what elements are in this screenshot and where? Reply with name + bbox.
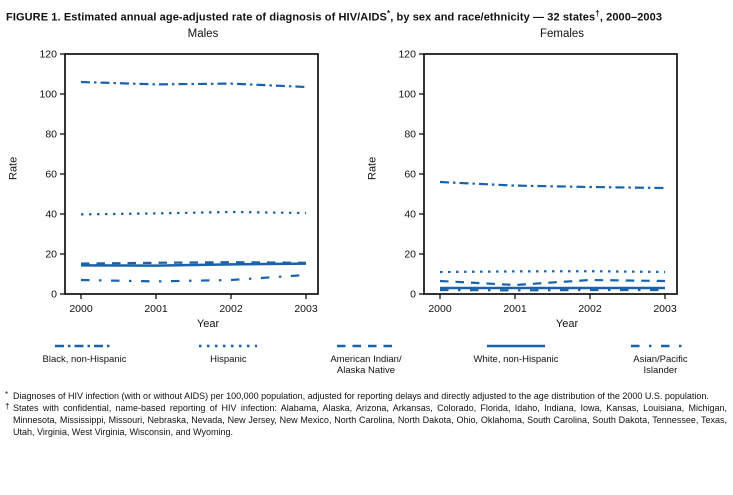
legend-label: Black, non-Hispanic <box>42 353 127 365</box>
footnote-marker: * <box>5 390 9 400</box>
females-y-axis-label: Rate <box>366 156 379 180</box>
legend-item-white-non-hispanic: White, non-Hispanic <box>474 343 559 365</box>
dashed-line-swatch-icon <box>336 344 395 347</box>
svg-text:60: 60 <box>45 168 57 180</box>
males-chart-title: Males <box>187 27 219 40</box>
footnote-asterisk: * Diagnoses of HIV infection (with or wit… <box>4 390 727 403</box>
svg-text:120: 120 <box>398 48 416 60</box>
legend-item-hispanic: Hispanic <box>198 343 258 365</box>
asterisk-superscript: * <box>386 9 391 18</box>
svg-text:120: 120 <box>39 48 57 60</box>
svg-text:80: 80 <box>45 128 57 140</box>
legend-item-asian-pacific-islander: Asian/Pacific Islander <box>630 343 690 376</box>
legend-label: Hispanic <box>210 353 247 365</box>
svg-text:0: 0 <box>51 288 57 300</box>
legend-label: Asian/Pacific Islander <box>633 353 688 376</box>
svg-text:0: 0 <box>410 288 416 300</box>
svg-text:80: 80 <box>404 128 416 140</box>
svg-text:20: 20 <box>45 248 57 260</box>
svg-text:2001: 2001 <box>144 303 168 315</box>
footnote-dagger: † States with confidential, name-based re… <box>4 401 727 439</box>
legend-item-black-non-hispanic: Black, non-Hispanic <box>42 343 127 365</box>
svg-text:2000: 2000 <box>428 303 452 315</box>
figure-title-text: FIGURE 1. Estimated annual age-adjusted … <box>6 11 387 24</box>
svg-text:2003: 2003 <box>294 303 318 315</box>
females-chart-block: Females Rate 0 20 40 60 80 100 120 2000 2001 2002… <box>365 28 721 330</box>
svg-text:2000: 2000 <box>69 303 93 315</box>
figure-title-middle: , by sex and race/ethnicity — 32 states <box>390 11 596 24</box>
figure-title: FIGURE 1. Estimated annual age-adjusted … <box>6 9 729 24</box>
females-chart-body: Rate 0 20 40 60 80 100 120 2000 2001 2002 2003 <box>365 41 721 315</box>
females-x-axis-label: Year <box>555 317 579 330</box>
dotted-line-swatch-icon <box>199 344 258 347</box>
svg-text:60: 60 <box>404 168 416 180</box>
svg-text:40: 40 <box>45 208 57 220</box>
legend-label: American Indian/ Alaska Native <box>330 353 402 376</box>
svg-text:2002: 2002 <box>578 303 602 315</box>
charts-row: Males Rate 0 20 40 60 80 100 120 2000 2001 2002 20… <box>4 28 729 330</box>
svg-text:100: 100 <box>398 88 416 100</box>
footnote-marker: † <box>5 401 10 411</box>
figure-title-end: , 2000–2003 <box>599 11 663 24</box>
svg-text:100: 100 <box>39 88 57 100</box>
males-line-chart: 0 20 40 60 80 100 120 2000 2001 2002 2003 <box>39 48 319 315</box>
footnote-text: Diagnoses of HIV infection (with or with… <box>13 391 709 402</box>
males-x-axis-label: Year <box>196 317 220 330</box>
females-line-chart: 0 20 40 60 80 100 120 2000 2001 2002 2003 <box>398 48 678 315</box>
chart-legend: Black, non-Hispanic Hispanic American In… <box>43 343 691 376</box>
males-chart-block: Males Rate 0 20 40 60 80 100 120 2000 2001 2002 20… <box>6 28 362 330</box>
long-dash-dot-line-swatch-icon <box>631 344 690 347</box>
legend-label: White, non-Hispanic <box>473 353 559 365</box>
males-y-axis-label: Rate <box>7 156 20 180</box>
footnotes: * Diagnoses of HIV infection (with or wit… <box>4 390 729 439</box>
svg-text:2001: 2001 <box>503 303 527 315</box>
footnote-text: States with confidential, name-based rep… <box>13 402 727 437</box>
svg-text:2003: 2003 <box>653 303 677 315</box>
legend-item-american-indian-alaska-native: American Indian/ Alaska Native <box>330 343 402 376</box>
dash-dot-line-swatch-icon <box>55 344 114 347</box>
females-chart-title: Females <box>539 27 585 40</box>
males-chart-body: Rate 0 20 40 60 80 100 120 2000 2001 2002 2003 <box>6 41 362 315</box>
svg-text:2002: 2002 <box>219 303 243 315</box>
svg-text:40: 40 <box>404 208 416 220</box>
dagger-superscript: † <box>595 9 600 18</box>
svg-text:20: 20 <box>404 248 416 260</box>
solid-line-swatch-icon <box>487 344 546 347</box>
